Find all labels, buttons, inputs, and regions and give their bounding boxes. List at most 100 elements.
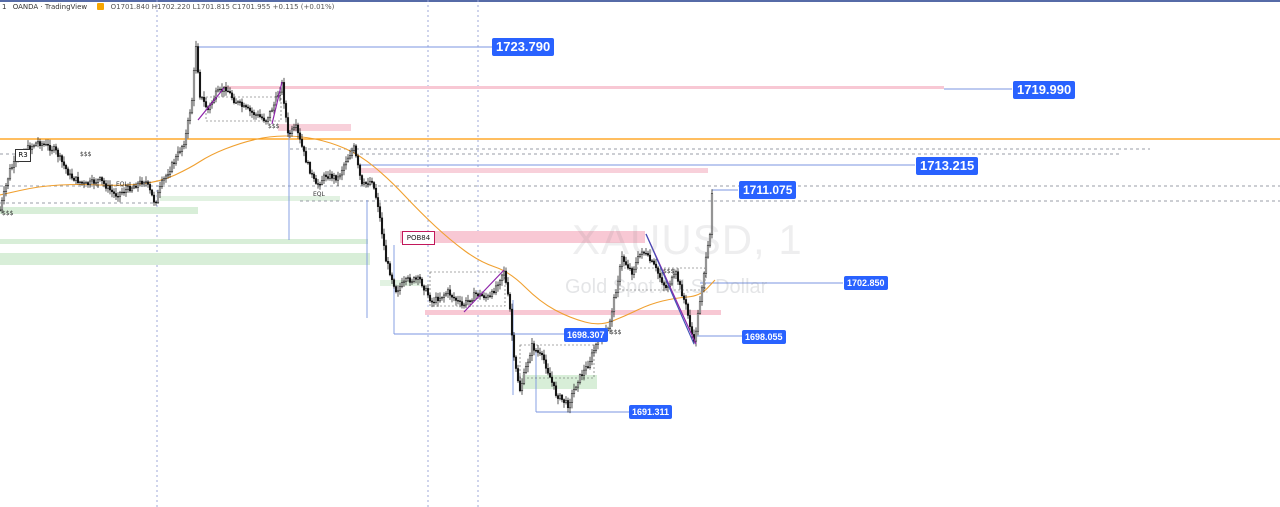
candle-body [82, 182, 86, 184]
candle-body [688, 315, 692, 327]
candle-body [578, 374, 582, 383]
candle-body [162, 178, 166, 181]
candle-body [12, 161, 16, 168]
price-label-1711[interactable]: 1711.075 [739, 181, 797, 199]
candle-body [126, 185, 130, 190]
price-label-1719[interactable]: 1719.990 [1013, 81, 1076, 99]
candle-body [456, 300, 460, 302]
candle-body [706, 244, 710, 258]
candle-body [658, 273, 662, 278]
liquidity-tag: $$$ [268, 123, 280, 130]
candle-body [254, 114, 258, 116]
candle-body [292, 127, 296, 130]
price-label-1713[interactable]: 1713.215 [916, 157, 979, 175]
candle-body [566, 400, 570, 409]
candle-body [286, 117, 290, 134]
candle-body [680, 284, 684, 297]
candle-body [100, 177, 104, 182]
candle-body [460, 301, 464, 306]
candle-body [536, 350, 540, 353]
candle-body [518, 380, 522, 392]
candle-body [232, 97, 236, 103]
candle-body [354, 145, 358, 157]
candle-body [90, 179, 94, 182]
candle-body [558, 394, 562, 399]
candle-body [564, 400, 568, 403]
price-label-1702[interactable]: 1702.850 [844, 276, 888, 290]
candle-body [494, 285, 498, 294]
candle-body [592, 350, 596, 354]
candle-body [678, 281, 682, 285]
candle-body [470, 300, 474, 303]
candle-body [488, 295, 492, 297]
candle-body [430, 300, 434, 303]
candle-body [98, 177, 102, 181]
candle-body [260, 116, 264, 119]
candle-body [128, 185, 132, 192]
candle-body [382, 233, 386, 246]
candle-body [38, 141, 42, 146]
candle-body [284, 103, 288, 118]
candle-body [272, 104, 276, 111]
candle-body [130, 187, 134, 192]
candle-body [262, 117, 266, 121]
candle-body [380, 217, 384, 235]
supply-zone [278, 124, 351, 131]
candle-body [660, 277, 664, 283]
candle-body [152, 194, 156, 203]
candle-body [326, 176, 330, 179]
demand-zone [522, 375, 597, 389]
candle-body [534, 350, 538, 352]
candle-body [324, 174, 328, 177]
candle-body [266, 117, 270, 122]
candle-body [444, 293, 448, 296]
timeframe-text: 1 [2, 3, 7, 11]
candle-body [74, 176, 78, 181]
candle-body [506, 282, 510, 295]
candle-body [200, 96, 204, 99]
candle-body [256, 114, 260, 116]
candle-body [150, 189, 154, 196]
eql-tag: EQL [313, 191, 325, 198]
price-label-1698307[interactable]: 1698.307 [564, 328, 608, 342]
candle-body [156, 192, 160, 203]
candle-body [242, 105, 246, 107]
candle-body [118, 192, 122, 197]
candle-body [708, 234, 712, 246]
candle-body [628, 267, 632, 270]
candle-body [492, 290, 496, 294]
candle-body [174, 156, 178, 164]
candle-body [102, 180, 106, 184]
candle-body [110, 189, 114, 193]
candle-body [370, 180, 374, 183]
candle-body [454, 297, 458, 301]
candle-body [366, 183, 370, 185]
candle-body [56, 149, 60, 157]
candle-body [512, 334, 516, 358]
candle-body [342, 164, 346, 171]
candle-body [238, 101, 242, 103]
candle-body [338, 174, 342, 178]
price-label-1698055[interactable]: 1698.055 [742, 330, 786, 344]
swing-line [271, 81, 283, 125]
candle-body [402, 280, 406, 283]
price-label-1723[interactable]: 1723.790 [492, 38, 555, 56]
candle-body [8, 168, 12, 180]
candle-body [422, 285, 426, 291]
candle-body [80, 181, 84, 184]
candle-body [474, 292, 478, 295]
candle-body [404, 278, 408, 282]
candle-body [106, 185, 110, 189]
candle-body [612, 297, 616, 313]
candle-body [148, 184, 152, 191]
candle-body [136, 182, 140, 188]
candle-body [436, 296, 440, 302]
candle-body [448, 289, 452, 296]
candle-body [594, 343, 598, 351]
candle-body [44, 143, 48, 146]
candle-body [356, 155, 360, 166]
candle-body [290, 128, 294, 134]
candle-body [374, 187, 378, 198]
price-label-1691[interactable]: 1691.311 [629, 405, 673, 419]
